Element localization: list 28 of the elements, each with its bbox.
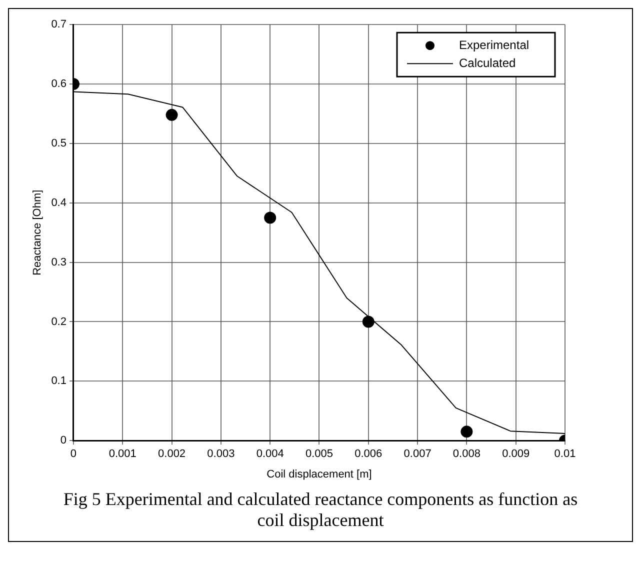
x-tick-label: 0.003 xyxy=(207,448,235,460)
y-tick-label: 0.3 xyxy=(51,256,66,268)
x-tick-label: 0.002 xyxy=(158,448,186,460)
x-tick-label: 0.008 xyxy=(452,448,480,460)
y-tick-label: 0 xyxy=(60,434,66,447)
x-tick-label: 0.001 xyxy=(108,448,136,460)
y-tick-label: 0.5 xyxy=(51,137,66,150)
y-tick-label: 0.7 xyxy=(51,18,66,31)
point xyxy=(166,108,178,121)
y-tick-label: 0.6 xyxy=(51,78,66,90)
y-tick-label: 0.1 xyxy=(51,375,66,388)
x-axis-title: Coil displacement [m] xyxy=(266,468,372,480)
legend-label: Experimental xyxy=(459,38,530,52)
x-tick-label: 0.006 xyxy=(354,448,382,460)
y-tick-label: 0.2 xyxy=(51,316,66,328)
caption: Fig 5 Experimental and calculated reactance components as function as coil displacement xyxy=(62,488,579,532)
x-tick-label: 0.01 xyxy=(554,448,576,460)
y-axis-title: Reactance [Ohm] xyxy=(32,190,44,276)
y-tick-label: 0.4 xyxy=(51,196,66,209)
x-tick-label: 0.004 xyxy=(256,448,284,460)
x-tick-label: 0.005 xyxy=(305,448,334,460)
point xyxy=(362,316,374,328)
point xyxy=(460,426,473,438)
x-tick-label: 0.007 xyxy=(404,448,432,460)
x-tick-label: 0.009 xyxy=(502,448,530,460)
legend-label: Calculated xyxy=(459,56,516,70)
point xyxy=(264,212,276,224)
x-tick-label: 0 xyxy=(70,448,77,460)
